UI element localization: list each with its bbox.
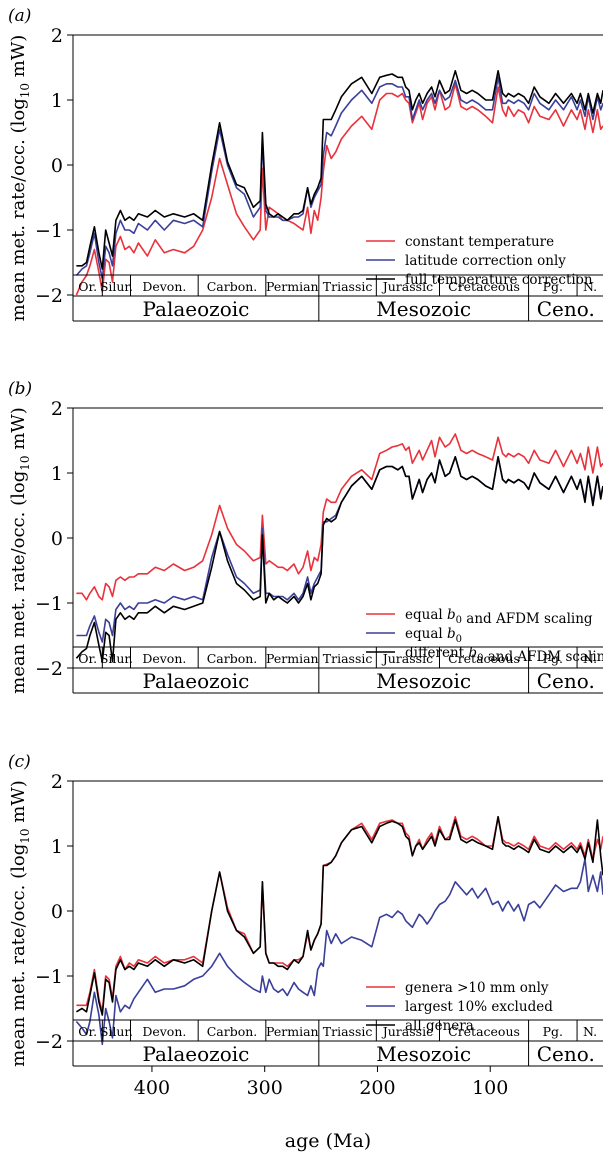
period-label: Triassic: [323, 1024, 373, 1039]
y-tick-label: 1: [51, 90, 63, 112]
legend-label: latitude correction only: [405, 253, 566, 269]
series-line-2: [75, 858, 603, 1046]
period-label: Devon.: [142, 651, 186, 666]
y-axis-label: mean met. rate/occ. (log10 mW): [8, 35, 32, 322]
legend-label: constant temperature: [405, 234, 554, 250]
period-label: Pg.: [543, 279, 563, 294]
era-label: Ceno.: [537, 297, 595, 321]
legend-label: genera >10 mm only: [405, 980, 549, 996]
x-axis: 400 300 200 100 age (Ma): [134, 1066, 508, 1152]
x-tick-label: 200: [359, 1077, 395, 1099]
era-label: Ceno.: [537, 669, 595, 693]
period-label: Triassic: [323, 651, 373, 666]
period-label: Cretaceous: [448, 279, 520, 294]
period-label: Cretaceous: [448, 651, 520, 666]
era-label: Mesozoic: [376, 669, 471, 693]
period-label: Pg.: [543, 651, 563, 666]
period-label: N.: [583, 279, 597, 294]
era-label: Palaeozoic: [142, 669, 249, 693]
period-label: Carbon.: [207, 279, 258, 294]
series-line-1: [76, 433, 603, 601]
y-tick-label: −1: [35, 220, 63, 242]
series-line-3: [76, 70, 603, 270]
legend-label: full temperature correction: [405, 272, 593, 288]
legend-label: equal b0 and AFDM scaling: [405, 607, 593, 627]
y-tick-label: −1: [35, 966, 63, 988]
legend-label: all genera: [405, 1018, 474, 1034]
legend-label: largest 10% excluded: [405, 999, 553, 1015]
period-label: Jurassic: [381, 279, 433, 294]
legend-label: different b0 and AFDM scaling: [405, 645, 603, 665]
y-tick-label: 2: [51, 25, 63, 47]
y-tick-label: 0: [51, 155, 63, 177]
period-label: Devon.: [142, 1024, 186, 1039]
era-label: Mesozoic: [376, 297, 471, 321]
legend-label: equal b0: [405, 626, 462, 645]
y-tick-label: 1: [51, 836, 63, 858]
y-tick-label: 2: [51, 771, 63, 793]
series-line-1: [75, 83, 603, 296]
era-label: Palaeozoic: [142, 1042, 249, 1066]
era-label: Palaeozoic: [142, 297, 249, 321]
period-label: Carbon.: [207, 651, 258, 666]
period-label: Carbon.: [207, 1024, 258, 1039]
panel-label: (b): [8, 379, 32, 399]
era-label: Ceno.: [537, 1042, 595, 1066]
period-label: Or.: [78, 1024, 97, 1039]
series-line-3: [75, 455, 603, 663]
series-line-2: [75, 76, 603, 280]
period-label: N.: [583, 1024, 597, 1039]
y-tick-label: −2: [35, 658, 63, 680]
x-tick-label: 100: [472, 1077, 508, 1099]
period-label: Pg.: [543, 1024, 563, 1039]
y-tick-label: 0: [51, 528, 63, 550]
period-label: Permian: [266, 279, 319, 294]
y-axis-label: mean met. rate/occ. (log10 mW): [8, 780, 32, 1067]
y-tick-label: 0: [51, 901, 63, 923]
x-axis-label: age (Ma): [285, 1130, 371, 1152]
period-label: Silur.: [100, 651, 133, 666]
y-tick-label: 1: [51, 463, 63, 485]
period-label: Or.: [78, 651, 97, 666]
x-tick-label: 400: [134, 1077, 170, 1099]
period-label: Or.: [78, 279, 97, 294]
period-label: Silur.: [100, 1024, 133, 1039]
period-label: Devon.: [142, 279, 186, 294]
period-label: Jurassic: [381, 1024, 433, 1039]
panel-label: (a): [8, 6, 31, 26]
panel-label: (c): [8, 752, 31, 772]
period-label: Permian: [266, 1024, 319, 1039]
period-label: Cretaceous: [448, 1024, 520, 1039]
period-label: Triassic: [323, 279, 373, 294]
y-tick-label: 2: [51, 398, 63, 420]
era-label: Mesozoic: [376, 1042, 471, 1066]
panel-c: (c) −2 −1 0 1 2 mean met. rate/occ. (log10 mW)…: [8, 752, 603, 1067]
y-tick-label: −1: [35, 593, 63, 615]
y-axis-label: mean met. rate/occ. (log10 mW): [8, 407, 32, 694]
series-line-3: [75, 815, 603, 1016]
period-label: Jurassic: [381, 651, 433, 666]
period-label: Permian: [266, 651, 319, 666]
panel-a: (a) −2 −1 0 1 2 mean met. rate/occ. (log10 mW)…: [8, 6, 603, 322]
period-label: Silur.: [100, 279, 133, 294]
y-tick-label: −2: [35, 1031, 63, 1053]
period-label: N.: [583, 651, 597, 666]
panel-b: (b) −2 −1 0 1 2 mean met. rate/occ. (log10 mW)…: [8, 379, 603, 694]
y-tick-label: −2: [35, 285, 63, 307]
x-tick-label: 300: [247, 1077, 283, 1099]
